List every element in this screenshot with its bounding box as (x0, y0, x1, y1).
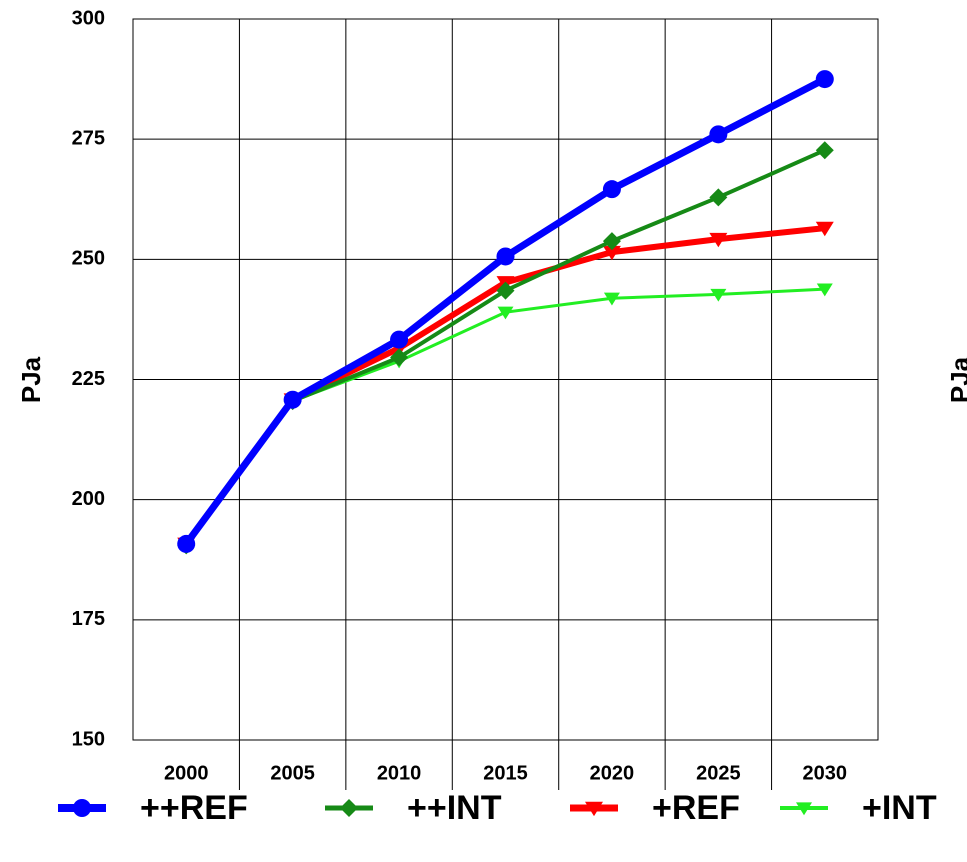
marker (390, 348, 409, 367)
series-line (183, 225, 826, 546)
x-tick-label: 2000 (164, 762, 209, 784)
marker (602, 180, 621, 199)
marker (390, 330, 409, 349)
marker (709, 125, 728, 144)
y-tick-label: 175 (72, 608, 105, 630)
marker (496, 247, 515, 266)
marker (73, 799, 91, 817)
legend-label: +INT (862, 789, 937, 827)
legend-label: +REF (652, 789, 740, 827)
y-tick-label: 300 (72, 7, 105, 29)
cropped-label: PJa (945, 356, 967, 403)
x-tick-label: 2015 (483, 762, 528, 784)
marker (603, 292, 620, 306)
y-tick-label: 275 (72, 127, 105, 149)
x-tick-label: 2020 (590, 762, 635, 784)
marker (815, 221, 834, 237)
marker (815, 70, 834, 89)
marker (177, 534, 196, 553)
y-axis-label: PJa (16, 356, 46, 403)
marker (816, 283, 833, 297)
marker (796, 802, 812, 816)
y-tick-label: 200 (72, 488, 105, 510)
marker (815, 141, 834, 160)
x-tick-label: 2010 (377, 762, 422, 784)
marker (709, 188, 728, 207)
y-tick-label: 250 (72, 248, 105, 270)
marker (585, 801, 603, 817)
marker (496, 281, 515, 300)
y-tick-label: 225 (72, 368, 105, 390)
x-tick-label: 2030 (803, 762, 848, 784)
marker (340, 799, 358, 817)
x-tick-label: 2005 (270, 762, 315, 784)
marker (602, 245, 621, 261)
marker (283, 390, 302, 409)
legend-label: ++REF (140, 789, 248, 827)
series-line (184, 148, 826, 547)
marker (709, 232, 728, 248)
x-tick-label: 2025 (696, 762, 741, 784)
y-tick-label: 150 (72, 728, 105, 750)
marker (497, 306, 514, 320)
legend-label: ++INT (407, 789, 502, 827)
marker (710, 288, 727, 302)
marker (602, 232, 621, 251)
plot-frame (132, 18, 879, 741)
